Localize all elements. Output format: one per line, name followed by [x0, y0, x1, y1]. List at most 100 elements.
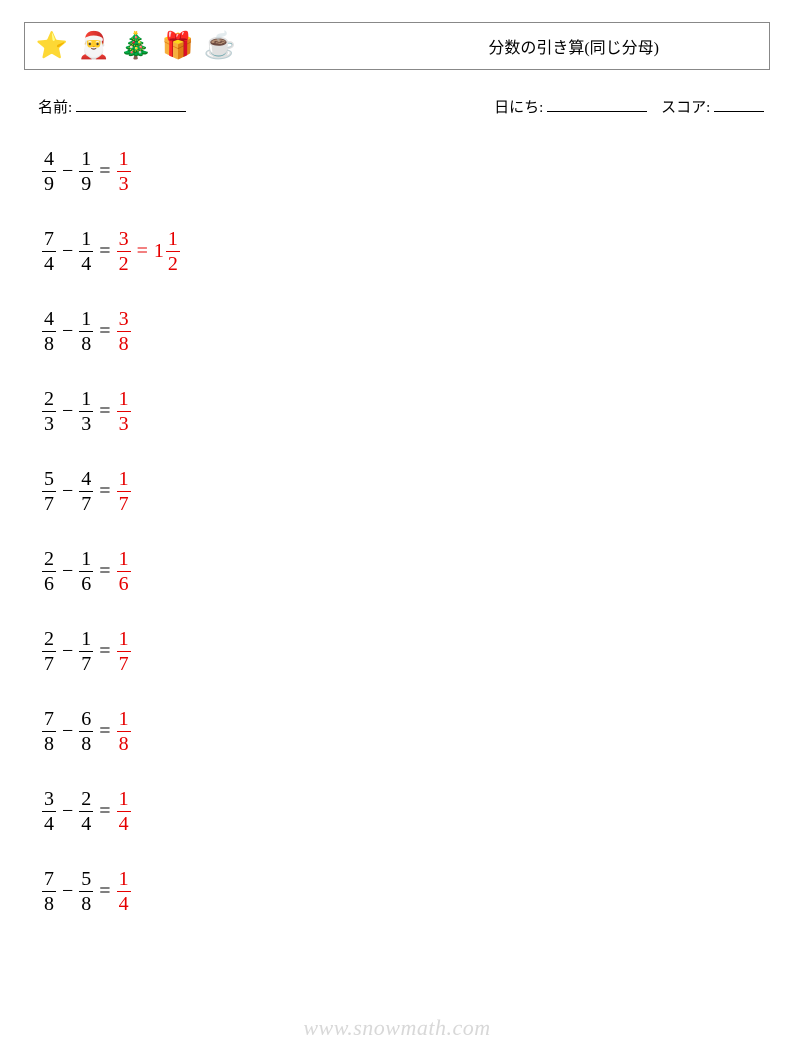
denominator: 8	[117, 332, 131, 354]
problem-row: 48−18=38	[42, 307, 770, 355]
score-label: スコア:	[661, 100, 710, 116]
numerator: 6	[79, 709, 93, 731]
numerator: 2	[42, 549, 56, 571]
minus-sign: −	[62, 320, 73, 343]
numerator: 1	[117, 869, 131, 891]
equals-sign: =	[99, 800, 110, 823]
equals-sign: =	[99, 240, 110, 263]
fraction: 57	[42, 469, 56, 514]
header-box: ⭐ 🎅 🎄 🎁 ☕ 分数の引き算(同じ分母)	[24, 22, 770, 70]
denominator: 4	[42, 252, 56, 274]
star-icon: ⭐	[35, 29, 69, 63]
numerator: 1	[79, 229, 93, 251]
numerator: 1	[117, 149, 131, 171]
fraction: 68	[79, 709, 93, 754]
fraction: 32	[117, 229, 131, 274]
numerator: 7	[42, 869, 56, 891]
date-label: 日にち:	[494, 100, 543, 116]
name-label: 名前:	[38, 100, 72, 116]
equals-sign: =	[99, 480, 110, 503]
numerator: 3	[117, 309, 131, 331]
fraction: 34	[42, 789, 56, 834]
denominator: 8	[79, 892, 93, 914]
fraction: 14	[117, 869, 131, 914]
denominator: 2	[166, 252, 180, 274]
gift-bag-icon: 🎁	[161, 29, 195, 63]
fraction: 78	[42, 709, 56, 754]
minus-sign: −	[62, 480, 73, 503]
numerator: 1	[117, 789, 131, 811]
denominator: 7	[42, 492, 56, 514]
fraction: 16	[117, 549, 131, 594]
minus-sign: −	[62, 880, 73, 903]
denominator: 3	[42, 412, 56, 434]
santa-hat-icon: 🎅	[77, 29, 111, 63]
fraction: 27	[42, 629, 56, 674]
header-icons: ⭐ 🎅 🎄 🎁 ☕	[35, 29, 237, 63]
numerator: 7	[42, 709, 56, 731]
denominator: 8	[42, 332, 56, 354]
equals-sign: =	[99, 160, 110, 183]
denominator: 2	[117, 252, 131, 274]
problem-row: 26−16=16	[42, 547, 770, 595]
fraction: 49	[42, 149, 56, 194]
fraction: 18	[117, 709, 131, 754]
denominator: 7	[79, 492, 93, 514]
denominator: 7	[42, 652, 56, 674]
fraction: 47	[79, 469, 93, 514]
fraction: 38	[117, 309, 131, 354]
date-underline	[547, 97, 647, 112]
numerator: 1	[117, 549, 131, 571]
fraction: 13	[79, 389, 93, 434]
fraction: 58	[79, 869, 93, 914]
fraction: 13	[117, 149, 131, 194]
fraction: 48	[42, 309, 56, 354]
fraction: 26	[42, 549, 56, 594]
numerator: 1	[79, 149, 93, 171]
denominator: 7	[117, 652, 131, 674]
worksheet-title: 分数の引き算(同じ分母)	[488, 34, 659, 58]
fraction: 18	[79, 309, 93, 354]
score-underline	[714, 97, 764, 112]
denominator: 6	[79, 572, 93, 594]
fraction: 14	[79, 229, 93, 274]
denominator: 4	[79, 812, 93, 834]
numerator: 1	[117, 389, 131, 411]
fraction: 17	[117, 629, 131, 674]
fraction: 14	[117, 789, 131, 834]
numerator: 1	[117, 629, 131, 651]
score-field: スコア:	[661, 96, 764, 117]
numerator: 7	[42, 229, 56, 251]
fraction: 74	[42, 229, 56, 274]
denominator: 4	[117, 812, 131, 834]
fraction: 23	[42, 389, 56, 434]
numerator: 2	[42, 629, 56, 651]
equals-sign: =	[99, 320, 110, 343]
fraction: 13	[117, 389, 131, 434]
denominator: 6	[42, 572, 56, 594]
numerator: 2	[79, 789, 93, 811]
problems-list: 49−19=1374−14=32=11248−18=3823−13=1357−4…	[42, 147, 770, 915]
mixed-number: 112	[154, 229, 180, 274]
holly-icon: 🎄	[119, 29, 153, 63]
whole-part: 1	[154, 240, 164, 263]
problem-row: 74−14=32=112	[42, 227, 770, 275]
equals-sign: =	[99, 640, 110, 663]
equals-sign: =	[99, 880, 110, 903]
equals-sign: =	[137, 240, 148, 263]
problem-row: 27−17=17	[42, 627, 770, 675]
denominator: 3	[117, 412, 131, 434]
denominator: 8	[79, 732, 93, 754]
denominator: 4	[42, 812, 56, 834]
denominator: 8	[42, 892, 56, 914]
date-field: 日にち:	[494, 96, 647, 117]
problem-row: 78−58=14	[42, 867, 770, 915]
denominator: 4	[117, 892, 131, 914]
equals-sign: =	[99, 720, 110, 743]
numerator: 1	[166, 229, 180, 251]
numerator: 2	[42, 389, 56, 411]
minus-sign: −	[62, 640, 73, 663]
problem-row: 49−19=13	[42, 147, 770, 195]
denominator: 3	[117, 172, 131, 194]
numerator: 1	[79, 309, 93, 331]
